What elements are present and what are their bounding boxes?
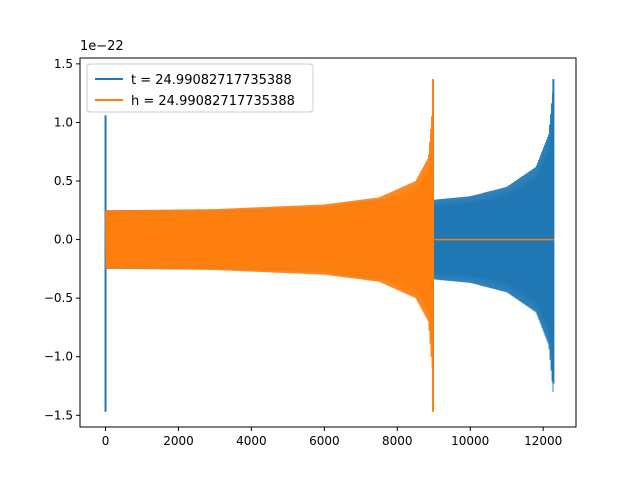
legend-label: h = 24.99082717735388	[131, 94, 295, 109]
y-tick-label: −1.0	[44, 350, 73, 364]
series-layer	[104, 79, 555, 412]
y-tick-label: 0.0	[54, 233, 73, 247]
x-tick-label: 2000	[163, 434, 194, 448]
series-line	[105, 110, 434, 369]
series-h	[105, 79, 555, 412]
y-tick-label: 1.5	[54, 57, 73, 71]
x-tick-label: 0	[102, 434, 110, 448]
x-tick-label: 6000	[309, 434, 340, 448]
x-tick-label: 8000	[382, 434, 413, 448]
axes-frame	[79, 57, 577, 428]
y-tick-label: 0.5	[54, 174, 73, 188]
legend-label: t = 24.99082717735388	[131, 73, 292, 88]
y-tick-label: −1.5	[44, 408, 73, 422]
y-tick-label: 1.0	[54, 115, 73, 129]
x-axis: 0 2000 4000 6000 8000 10000 12000	[102, 427, 562, 448]
legend: t = 24.99082717735388 h = 24.990827177353…	[86, 63, 314, 113]
x-tick-label: 4000	[236, 434, 267, 448]
x-tick-label: 10000	[451, 434, 489, 448]
x-tick-label: 12000	[524, 434, 562, 448]
legend-box	[86, 63, 314, 113]
y-offset-label: 1e−22	[80, 39, 124, 54]
y-tick-label: −0.5	[44, 291, 73, 305]
y-axis: −1.5 −1.0 −0.5 0.0 0.5 1.0 1.5	[44, 57, 80, 422]
